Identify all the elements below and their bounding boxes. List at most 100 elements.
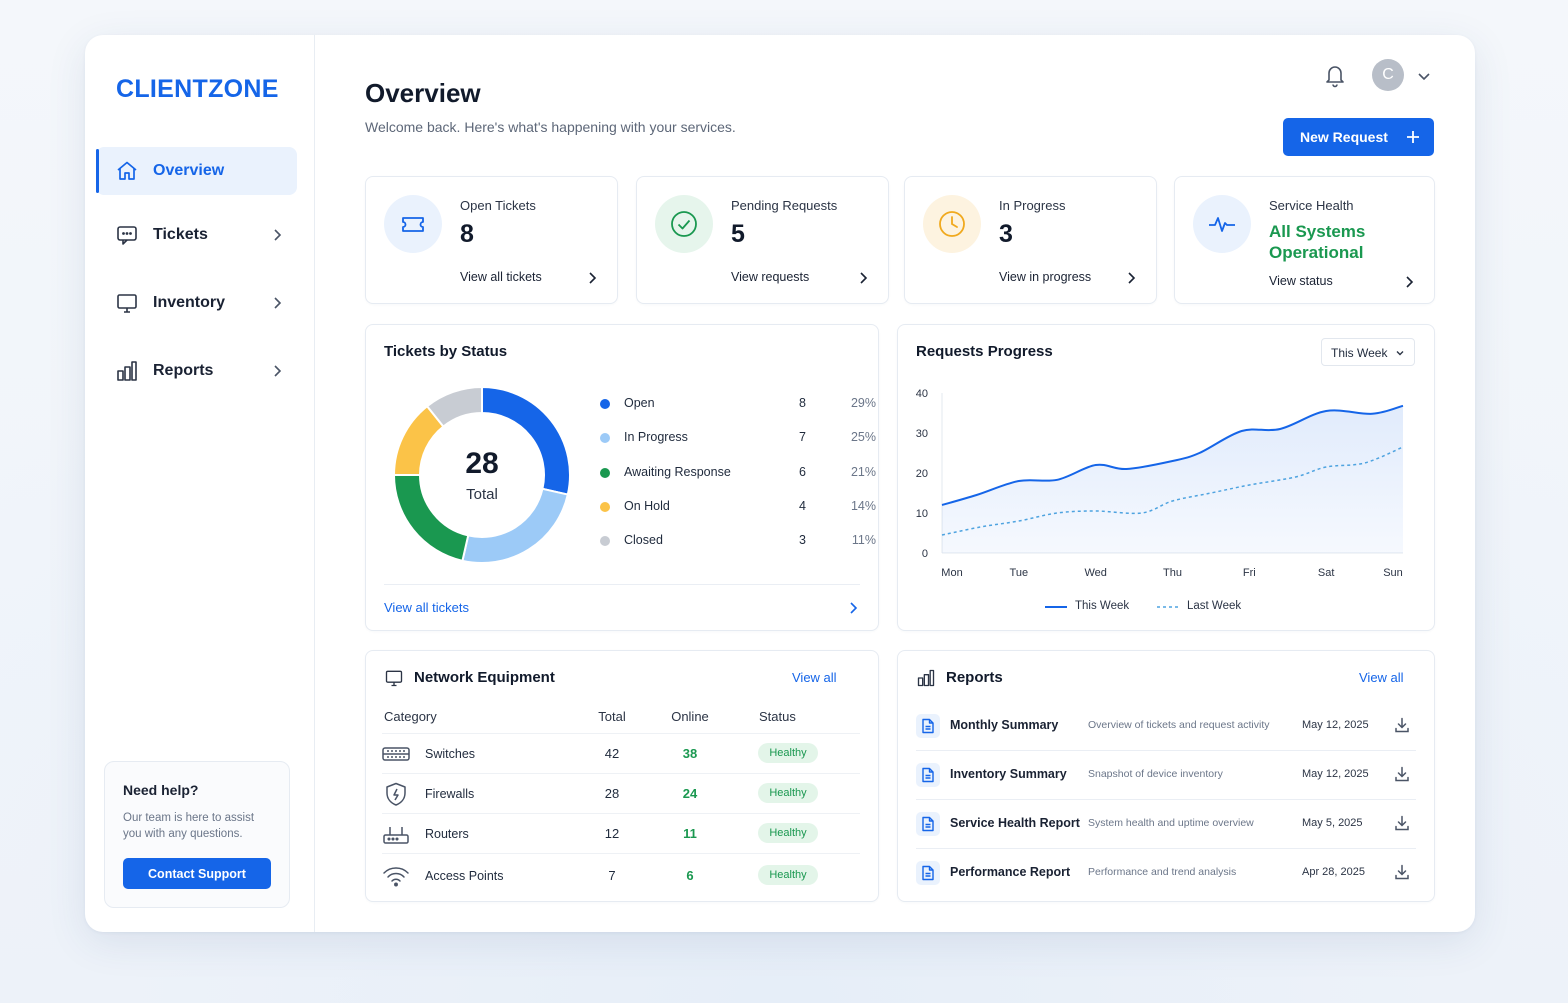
stat-link[interactable]: View requests bbox=[731, 270, 810, 284]
table-row[interactable]: Routers 12 11 Healthy bbox=[382, 813, 860, 853]
equipment-category: Access Points bbox=[425, 869, 504, 883]
legend-name: Awaiting Response bbox=[624, 465, 731, 479]
chevron-right-icon[interactable] bbox=[1124, 271, 1138, 285]
avatar[interactable]: C bbox=[1372, 59, 1404, 91]
sidebar-item-tickets[interactable]: Tickets bbox=[96, 211, 297, 259]
sidebar-item-reports[interactable]: Reports bbox=[96, 347, 297, 395]
equipment-category: Routers bbox=[425, 827, 469, 841]
divider bbox=[916, 750, 1416, 751]
legend-pct: 29% bbox=[850, 396, 876, 410]
report-description: Overview of tickets and request activity bbox=[1088, 719, 1270, 731]
legend-dot bbox=[600, 433, 610, 443]
chevron-right-icon bbox=[274, 297, 282, 309]
series-line-last-week[interactable] bbox=[941, 446, 1404, 536]
equipment-total: 12 bbox=[604, 826, 620, 841]
legend-dot bbox=[600, 502, 610, 512]
series-line-this-week[interactable] bbox=[941, 404, 1404, 506]
x-tick-label: Wed bbox=[1084, 567, 1106, 579]
report-row[interactable]: Inventory Summary Snapshot of device inv… bbox=[916, 751, 1414, 799]
network-equipment-card: Network Equipment View all Category Tota… bbox=[365, 650, 879, 902]
status-badge: Healthy bbox=[758, 783, 818, 803]
equipment-category: Firewalls bbox=[425, 787, 475, 801]
check-circle-icon bbox=[655, 195, 713, 253]
shield-icon bbox=[386, 782, 406, 806]
equipment-total: 28 bbox=[604, 786, 620, 801]
app-window: CLIENTZONE Overview Tickets Inventory bbox=[85, 35, 1475, 932]
stat-link[interactable]: View status bbox=[1269, 274, 1333, 288]
y-tick-label: 30 bbox=[916, 428, 928, 440]
help-text: Our team is here to assist you with any … bbox=[123, 812, 255, 840]
new-request-button[interactable]: New Request bbox=[1283, 118, 1434, 156]
stat-card-service-health[interactable]: Service Health All Systems Operational V… bbox=[1174, 176, 1435, 304]
legend-item-awaiting-response: Awaiting Response 6 21% bbox=[600, 463, 876, 483]
card-title: Tickets by Status bbox=[384, 343, 508, 360]
message-icon bbox=[115, 223, 139, 247]
report-name: Monthly Summary bbox=[950, 718, 1059, 732]
donut-slice-closed[interactable] bbox=[425, 385, 483, 428]
sidebar-item-label: Inventory bbox=[153, 294, 226, 311]
legend-dot bbox=[600, 536, 610, 546]
column-header-category: Category bbox=[384, 709, 437, 724]
ticket-icon bbox=[384, 195, 442, 253]
x-tick-label: Tue bbox=[1010, 567, 1029, 579]
chevron-right-icon[interactable] bbox=[856, 271, 870, 285]
y-tick-label: 40 bbox=[916, 388, 928, 400]
sidebar-item-overview[interactable]: Overview bbox=[96, 147, 297, 195]
legend-pct: 25% bbox=[850, 430, 876, 444]
table-row[interactable]: Access Points 7 6 Healthy bbox=[382, 853, 860, 897]
brand-logo[interactable]: CLIENTZONE bbox=[116, 75, 279, 103]
report-name: Performance Report bbox=[950, 865, 1071, 879]
range-select[interactable]: This Week bbox=[1321, 338, 1415, 366]
stat-link[interactable]: View in progress bbox=[999, 270, 1092, 284]
status-badge: Healthy bbox=[758, 743, 818, 763]
sidebar-item-inventory[interactable]: Inventory bbox=[96, 279, 297, 327]
stat-card-open-tickets[interactable]: Open Tickets 8 View all tickets bbox=[365, 176, 618, 304]
report-name: Inventory Summary bbox=[950, 767, 1067, 781]
download-icon[interactable] bbox=[1394, 766, 1410, 782]
column-header-online: Online bbox=[671, 709, 709, 724]
chevron-right-icon[interactable] bbox=[585, 271, 599, 285]
view-all-reports-link[interactable]: View all bbox=[1359, 670, 1404, 685]
download-icon[interactable] bbox=[1394, 717, 1410, 733]
y-tick-label: 0 bbox=[922, 548, 928, 560]
stat-card-in-progress[interactable]: In Progress 3 View in progress bbox=[904, 176, 1157, 304]
legend-last-week: Last Week bbox=[1187, 600, 1242, 612]
view-all-tickets-link[interactable]: View all tickets bbox=[384, 600, 470, 615]
report-description: Snapshot of device inventory bbox=[1088, 768, 1223, 780]
table-row[interactable]: Switches 42 38 Healthy bbox=[382, 733, 860, 773]
legend-value: 8 bbox=[799, 396, 806, 410]
chevron-right-icon bbox=[274, 365, 282, 377]
range-select-value: This Week bbox=[1331, 346, 1388, 360]
report-row[interactable]: Service Health Report System health and … bbox=[916, 800, 1414, 848]
chevron-down-icon[interactable] bbox=[1416, 68, 1432, 84]
download-icon[interactable] bbox=[1394, 815, 1410, 831]
home-icon bbox=[115, 159, 139, 183]
page-subtitle: Welcome back. Here's what's happening wi… bbox=[365, 119, 736, 135]
x-tick-label: Mon bbox=[941, 567, 962, 579]
report-row[interactable]: Performance Report Performance and trend… bbox=[916, 849, 1414, 897]
bell-icon[interactable] bbox=[1323, 62, 1347, 88]
chevron-right-icon[interactable] bbox=[846, 601, 860, 615]
legend-item-on-hold: On Hold 4 14% bbox=[600, 497, 876, 517]
clock-icon bbox=[923, 195, 981, 253]
view-all-equipment-link[interactable]: View all bbox=[792, 670, 837, 685]
line-chart: 0 10 20 30 40 Mon Tue Wed Thu Fri Sat Sun bbox=[916, 388, 1404, 579]
equipment-online: 38 bbox=[682, 746, 698, 761]
requests-progress-card: Requests Progress This Week 0 10 20 30 40 Mon… bbox=[897, 324, 1435, 631]
download-icon[interactable] bbox=[1394, 864, 1410, 880]
legend-item-closed: Closed 3 11% bbox=[600, 531, 876, 551]
legend-name: Open bbox=[624, 396, 655, 410]
table-row[interactable]: Firewalls 28 24 Healthy bbox=[382, 773, 860, 813]
contact-support-button[interactable]: Contact Support bbox=[123, 858, 271, 889]
report-row[interactable]: Monthly Summary Overview of tickets and … bbox=[916, 702, 1414, 750]
legend-value: 7 bbox=[799, 430, 806, 444]
report-date: May 12, 2025 bbox=[1302, 719, 1369, 731]
divider bbox=[916, 799, 1416, 800]
chevron-right-icon bbox=[274, 229, 282, 241]
column-header-status: Status bbox=[759, 709, 796, 724]
stat-card-pending-requests[interactable]: Pending Requests 5 View requests bbox=[636, 176, 889, 304]
stat-link[interactable]: View all tickets bbox=[460, 270, 542, 284]
report-date: Apr 28, 2025 bbox=[1302, 866, 1365, 878]
chevron-right-icon[interactable] bbox=[1402, 275, 1416, 289]
stat-label: In Progress bbox=[999, 198, 1066, 213]
